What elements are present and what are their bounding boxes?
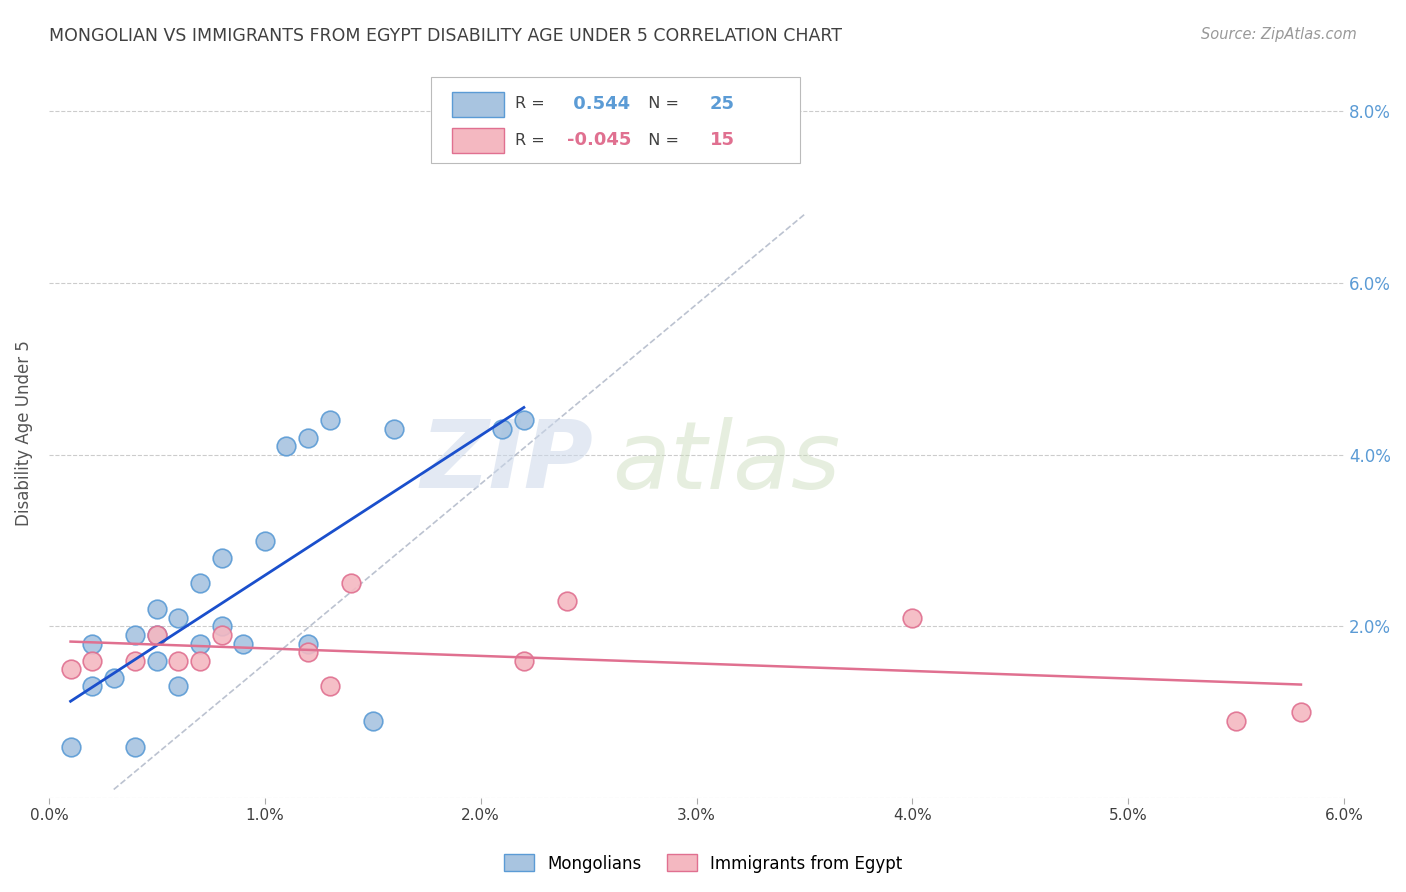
Point (318, 680, 340, 694)
Point (188, 636, 211, 650)
Point (59, 739, 82, 754)
Point (513, 413, 536, 427)
Text: 0.544: 0.544 (567, 95, 630, 112)
Point (146, 628, 169, 642)
Point (297, 636, 319, 650)
Legend: Mongolians, Immigrants from Egypt: Mongolians, Immigrants from Egypt (498, 847, 908, 880)
Point (59, 662, 82, 676)
Point (146, 602, 169, 616)
Point (382, 422, 405, 436)
Point (167, 654, 190, 668)
Text: 15: 15 (710, 131, 734, 149)
Text: ZIP: ZIP (420, 417, 593, 508)
Point (491, 422, 513, 436)
Point (188, 576, 211, 591)
Point (1289, 705, 1312, 719)
Point (82, 636, 104, 650)
Point (146, 654, 169, 668)
Point (1225, 714, 1247, 728)
Point (340, 576, 363, 591)
Point (211, 619, 233, 633)
Point (82, 680, 104, 694)
Point (103, 671, 125, 685)
Text: -0.045: -0.045 (567, 131, 631, 149)
Point (901, 611, 924, 625)
FancyBboxPatch shape (451, 128, 503, 153)
Point (297, 431, 319, 445)
Point (146, 628, 169, 642)
Point (167, 680, 190, 694)
Point (555, 593, 578, 607)
Point (188, 654, 211, 668)
Text: N =: N = (638, 96, 685, 111)
Point (276, 439, 298, 453)
Point (211, 550, 233, 565)
Text: MONGOLIAN VS IMMIGRANTS FROM EGYPT DISABILITY AGE UNDER 5 CORRELATION CHART: MONGOLIAN VS IMMIGRANTS FROM EGYPT DISAB… (49, 27, 842, 45)
Point (318, 413, 340, 427)
Text: 25: 25 (710, 95, 734, 112)
FancyBboxPatch shape (432, 78, 800, 163)
FancyBboxPatch shape (451, 92, 503, 117)
Y-axis label: Disability Age Under 5: Disability Age Under 5 (15, 341, 32, 526)
Point (297, 645, 319, 659)
Text: R =: R = (515, 96, 550, 111)
Point (124, 628, 146, 642)
Point (167, 611, 190, 625)
Point (513, 654, 536, 668)
Point (361, 714, 384, 728)
Point (124, 739, 146, 754)
Text: N =: N = (638, 133, 685, 147)
Point (253, 533, 276, 548)
Point (211, 628, 233, 642)
Text: Source: ZipAtlas.com: Source: ZipAtlas.com (1201, 27, 1357, 42)
Point (82, 654, 104, 668)
Point (124, 654, 146, 668)
Text: atlas: atlas (613, 417, 841, 508)
Text: R =: R = (515, 133, 550, 147)
Point (232, 636, 254, 650)
